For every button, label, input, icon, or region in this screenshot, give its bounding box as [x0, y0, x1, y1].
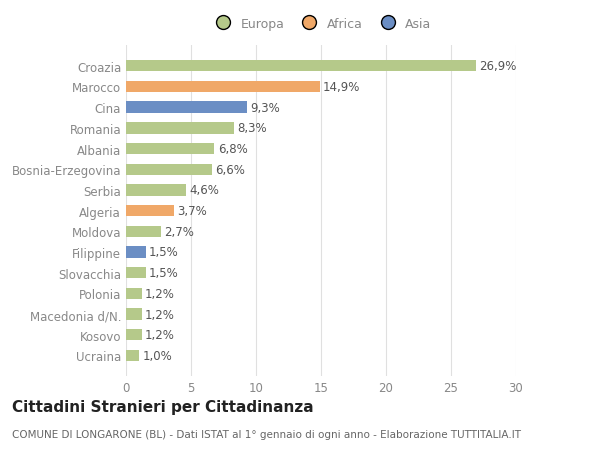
Legend: Europa, Africa, Asia: Europa, Africa, Asia: [205, 12, 437, 35]
Bar: [126, 185, 186, 196]
Text: 3,7%: 3,7%: [178, 205, 207, 218]
Text: COMUNE DI LONGARONE (BL) - Dati ISTAT al 1° gennaio di ogni anno - Elaborazione : COMUNE DI LONGARONE (BL) - Dati ISTAT al…: [12, 429, 521, 439]
Text: 8,3%: 8,3%: [237, 122, 267, 135]
Bar: [126, 309, 142, 320]
Text: 6,8%: 6,8%: [218, 143, 247, 156]
Bar: [126, 288, 142, 299]
Bar: [126, 226, 161, 237]
Text: 9,3%: 9,3%: [250, 101, 280, 114]
Bar: [126, 330, 142, 341]
Bar: [126, 206, 174, 217]
Text: 1,2%: 1,2%: [145, 287, 175, 300]
Bar: [126, 82, 320, 93]
Bar: [126, 102, 247, 113]
Text: 4,6%: 4,6%: [189, 184, 219, 197]
Text: 1,2%: 1,2%: [145, 329, 175, 341]
Bar: [126, 61, 476, 72]
Text: 14,9%: 14,9%: [323, 81, 361, 94]
Text: 2,7%: 2,7%: [164, 225, 194, 238]
Bar: [126, 123, 234, 134]
Text: 1,5%: 1,5%: [149, 267, 179, 280]
Text: 1,2%: 1,2%: [145, 308, 175, 321]
Bar: [126, 144, 214, 155]
Bar: [126, 268, 146, 279]
Bar: [126, 164, 212, 175]
Text: 6,6%: 6,6%: [215, 163, 245, 176]
Text: 26,9%: 26,9%: [479, 60, 517, 73]
Text: Cittadini Stranieri per Cittadinanza: Cittadini Stranieri per Cittadinanza: [12, 399, 314, 414]
Bar: [126, 247, 146, 258]
Text: 1,5%: 1,5%: [149, 246, 179, 259]
Text: 1,0%: 1,0%: [142, 349, 172, 362]
Bar: [126, 350, 139, 361]
